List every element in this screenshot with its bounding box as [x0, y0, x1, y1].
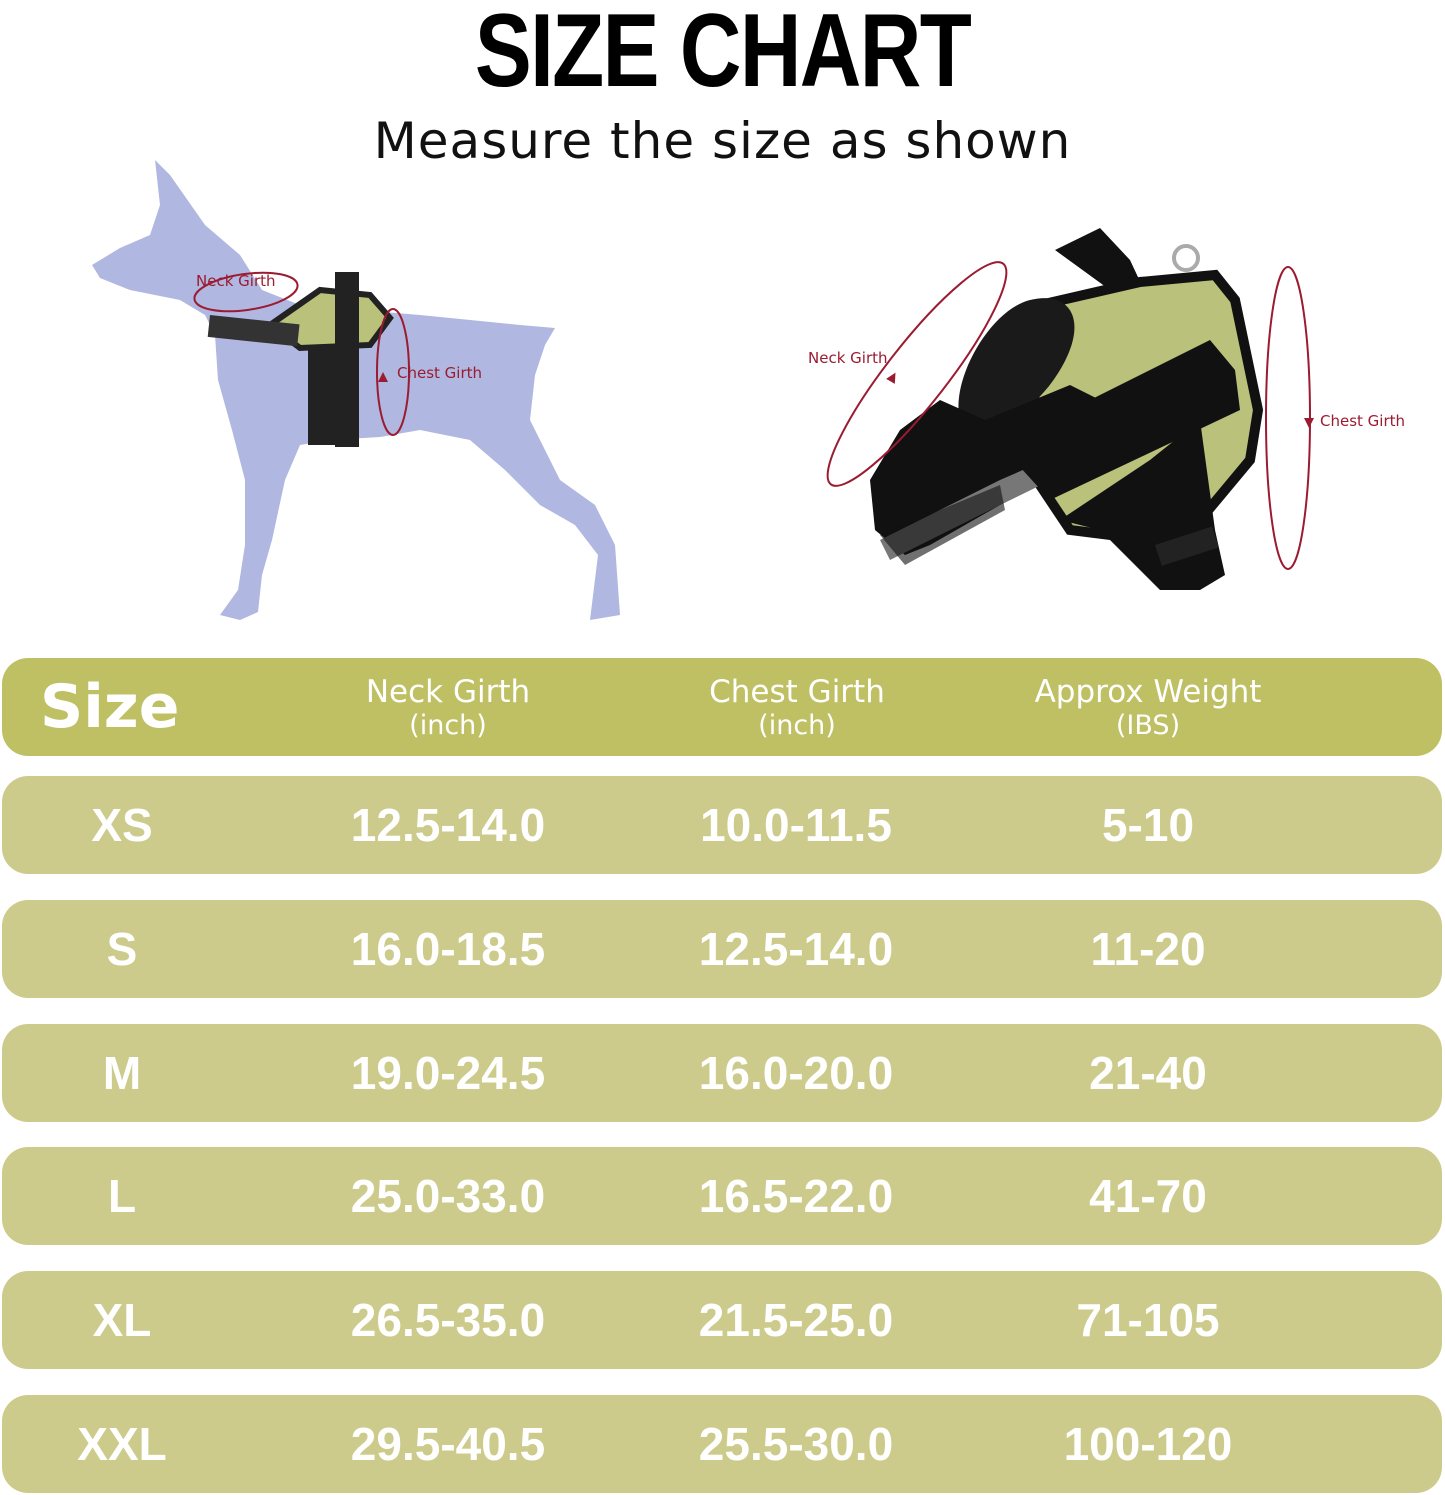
cell-neck-girth: 16.0-18.5	[350, 923, 546, 975]
header-unit: (IBS)	[1115, 710, 1181, 741]
svg-text:Neck Girth: Neck Girth	[196, 272, 276, 290]
cell-chest-girth: 21.5-25.0	[698, 1294, 894, 1346]
header-chest-girth: Chest Girth (inch)	[617, 676, 977, 742]
header-approx-weight: Approx Weight (IBS)	[968, 676, 1328, 742]
cell-chest-girth: 12.5-14.0	[698, 923, 894, 975]
header-size: Size	[40, 672, 180, 742]
svg-text:Chest Girth: Chest Girth	[397, 364, 482, 382]
cell-size: M	[102, 1047, 142, 1099]
cell-weight: 71-105	[1076, 1294, 1220, 1346]
cell-size: XXL	[77, 1418, 167, 1470]
dog-chest-measure: Chest Girth	[376, 308, 482, 436]
table-row: L 25.0-33.0 16.5-22.0 41-70	[2, 1147, 1442, 1245]
cell-size: S	[106, 923, 138, 975]
cell-neck-girth: 26.5-35.0	[350, 1294, 546, 1346]
cell-weight: 5-10	[1101, 799, 1195, 851]
header-label: Approx Weight	[1034, 674, 1262, 710]
cell-chest-girth: 16.0-20.0	[698, 1047, 894, 1099]
table-row: S 16.0-18.5 12.5-14.0 11-20	[2, 900, 1442, 998]
cell-weight: 11-20	[1090, 923, 1206, 975]
dog-neck-measure: Neck Girth	[193, 271, 299, 313]
header-label: Neck Girth	[365, 674, 531, 710]
table-row: XS 12.5-14.0 10.0-11.5 5-10	[2, 776, 1442, 874]
harness-chest-measure: Chest Girth	[1265, 266, 1405, 570]
page-subtitle: Measure the size as shown	[373, 112, 1072, 170]
table-row: XL 26.5-35.0 21.5-25.0 71-105	[2, 1271, 1442, 1369]
cell-weight: 21-40	[1089, 1047, 1207, 1099]
header-unit: (inch)	[409, 710, 487, 741]
cell-chest-girth: 25.5-30.0	[698, 1418, 894, 1470]
cell-chest-girth: 10.0-11.5	[700, 799, 892, 851]
page-title: SIZE CHART	[474, 0, 972, 109]
dog-harness	[207, 272, 394, 447]
cell-size: L	[107, 1170, 137, 1222]
table-header: Size Neck Girth (inch) Chest Girth (inch) …	[2, 658, 1442, 756]
cell-neck-girth: 25.0-33.0	[350, 1170, 546, 1222]
header-label: Chest Girth	[709, 674, 885, 710]
cell-size: XS	[91, 799, 153, 851]
header-unit: (inch)	[758, 710, 836, 741]
measurement-illustration: Neck Girth Chest Girth Neck Girth Chest …	[92, 160, 1405, 620]
svg-text:Neck Girth: Neck Girth	[808, 349, 888, 367]
cell-weight: 41-70	[1089, 1170, 1207, 1222]
cell-weight: 100-120	[1063, 1418, 1233, 1470]
cell-size: XL	[92, 1294, 152, 1346]
cell-neck-girth: 19.0-24.5	[350, 1047, 546, 1099]
cell-neck-girth: 12.5-14.0	[350, 799, 546, 851]
table-row: M 19.0-24.5 16.0-20.0 21-40	[2, 1024, 1442, 1122]
header-neck-girth: Neck Girth (inch)	[268, 676, 628, 742]
harness-product-image	[870, 228, 1264, 590]
harness-neck-measure: Neck Girth	[808, 261, 1008, 487]
svg-text:Chest Girth: Chest Girth	[1320, 412, 1405, 430]
cell-chest-girth: 16.5-22.0	[698, 1170, 894, 1222]
cell-neck-girth: 29.5-40.5	[350, 1418, 546, 1470]
table-row: XXL 29.5-40.5 25.5-30.0 100-120	[2, 1395, 1442, 1493]
